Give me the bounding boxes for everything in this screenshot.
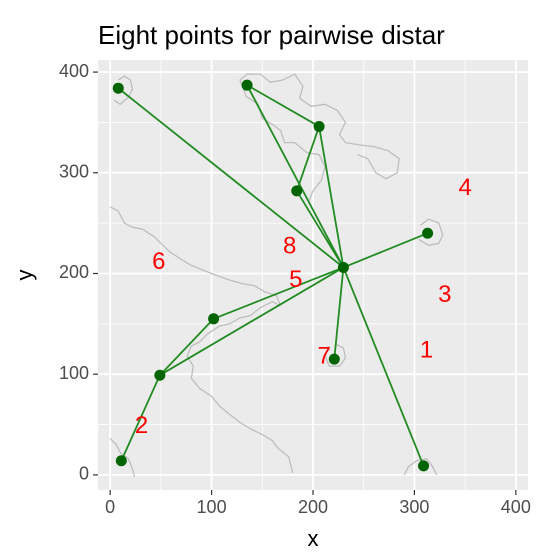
data-point <box>115 455 127 467</box>
edge-line <box>296 190 345 268</box>
background-line <box>324 343 347 367</box>
edge-line <box>343 232 428 269</box>
data-point <box>208 313 220 325</box>
annotation-label: 7 <box>317 342 330 369</box>
pairwise-edges <box>117 84 428 467</box>
background-line <box>109 206 282 306</box>
data-point <box>328 353 340 365</box>
x-tick-label: 300 <box>399 497 429 517</box>
x-tick-label: 400 <box>501 497 531 517</box>
edge-line <box>246 84 345 268</box>
annotation-label: 6 <box>152 248 165 275</box>
background-line <box>418 218 444 246</box>
x-axis-title: x <box>308 526 319 551</box>
data-point <box>241 79 253 91</box>
data-points <box>112 79 434 472</box>
background-line <box>186 301 294 474</box>
y-tick-label: 100 <box>59 363 89 383</box>
edge-line <box>342 267 425 467</box>
x-tick-label: 200 <box>298 497 328 517</box>
edge-line <box>295 126 320 192</box>
y-tick-label: 300 <box>59 162 89 182</box>
data-point <box>154 369 166 381</box>
major-gridlines <box>98 60 528 490</box>
data-point <box>313 120 325 132</box>
data-point <box>422 227 434 239</box>
edge-line <box>159 318 215 376</box>
annotation-label: 5 <box>289 266 302 293</box>
background-line <box>239 73 400 180</box>
edge-line <box>213 266 344 320</box>
data-point <box>418 460 430 472</box>
edge-line <box>117 87 344 269</box>
x-tick-label: 0 <box>105 497 115 517</box>
y-axis-title: y <box>12 270 37 281</box>
data-point <box>291 185 303 197</box>
y-tick-label: 0 <box>79 464 89 484</box>
data-point <box>112 82 124 94</box>
chart-title: Eight points for pairwise distar <box>98 20 445 50</box>
annotation-label: 3 <box>438 281 451 308</box>
edge-line <box>246 84 320 128</box>
annotation-label: 8 <box>283 233 296 260</box>
y-tick-label: 400 <box>59 61 89 81</box>
annotation-label: 1 <box>420 336 433 363</box>
edge-line <box>159 266 344 376</box>
edge-line <box>333 267 345 360</box>
edge-line <box>120 374 161 462</box>
annotation-label: 2 <box>135 412 148 439</box>
y-axis-ticks: 0 100 200 300 400 <box>59 61 98 484</box>
x-axis-ticks: 0 100 200 300 400 <box>105 490 531 517</box>
y-tick-label: 200 <box>59 262 89 282</box>
data-point <box>337 261 349 273</box>
point-annotations: 4 8 6 5 3 1 7 2 <box>135 174 472 439</box>
annotation-label: 4 <box>458 174 471 201</box>
x-tick-label: 100 <box>197 497 227 517</box>
edge-line <box>318 126 345 268</box>
background-line <box>113 75 134 105</box>
